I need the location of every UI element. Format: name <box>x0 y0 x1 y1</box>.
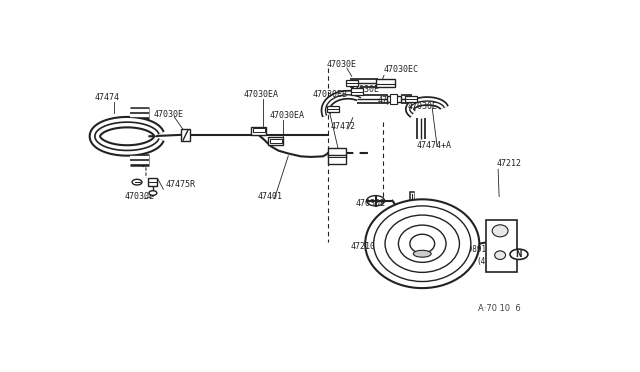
Text: 47030EA: 47030EA <box>269 111 305 120</box>
Bar <box>253 128 264 132</box>
Ellipse shape <box>492 225 508 237</box>
Bar <box>327 106 339 112</box>
Bar <box>405 96 417 102</box>
Text: 47030EB: 47030EB <box>312 90 347 99</box>
Text: 47474+A: 47474+A <box>416 141 451 150</box>
Bar <box>148 178 157 186</box>
Bar <box>328 155 346 164</box>
Text: A·70 10  6: A·70 10 6 <box>477 304 520 312</box>
Bar <box>180 129 189 141</box>
Text: 47030EA: 47030EA <box>244 90 278 99</box>
Text: 47030E: 47030E <box>154 109 184 119</box>
Text: 47030E: 47030E <box>125 192 155 201</box>
Text: 47212: 47212 <box>497 159 522 169</box>
Bar <box>351 89 363 95</box>
Ellipse shape <box>374 206 471 282</box>
Bar <box>346 80 358 86</box>
Text: 47472: 47472 <box>330 122 355 131</box>
Ellipse shape <box>413 250 431 257</box>
Bar <box>269 137 284 145</box>
Text: 47030E: 47030E <box>327 60 357 69</box>
Bar <box>376 79 395 87</box>
Text: 47030E: 47030E <box>355 199 385 208</box>
Ellipse shape <box>410 234 435 253</box>
Ellipse shape <box>399 225 446 262</box>
Circle shape <box>510 249 528 260</box>
Bar <box>251 127 266 135</box>
Text: 47210: 47210 <box>350 243 375 251</box>
Text: 47030E: 47030E <box>349 86 380 94</box>
Text: N: N <box>516 250 522 259</box>
Circle shape <box>149 191 157 195</box>
Text: 47030EC: 47030EC <box>384 65 419 74</box>
Text: 47401: 47401 <box>257 192 283 201</box>
Bar <box>328 148 346 157</box>
Text: 47474: 47474 <box>95 93 120 102</box>
Bar <box>387 96 401 102</box>
Ellipse shape <box>495 251 506 260</box>
Bar <box>270 139 282 143</box>
Ellipse shape <box>365 199 479 288</box>
Text: 47475R: 47475R <box>165 180 195 189</box>
Text: 47478: 47478 <box>378 96 403 105</box>
Text: (4): (4) <box>477 257 491 266</box>
Ellipse shape <box>385 215 460 272</box>
Bar <box>390 94 397 104</box>
Text: N08911-1081G: N08911-1081G <box>463 245 519 254</box>
Text: 47030E: 47030E <box>408 102 437 111</box>
Circle shape <box>132 179 142 185</box>
FancyBboxPatch shape <box>486 220 518 272</box>
